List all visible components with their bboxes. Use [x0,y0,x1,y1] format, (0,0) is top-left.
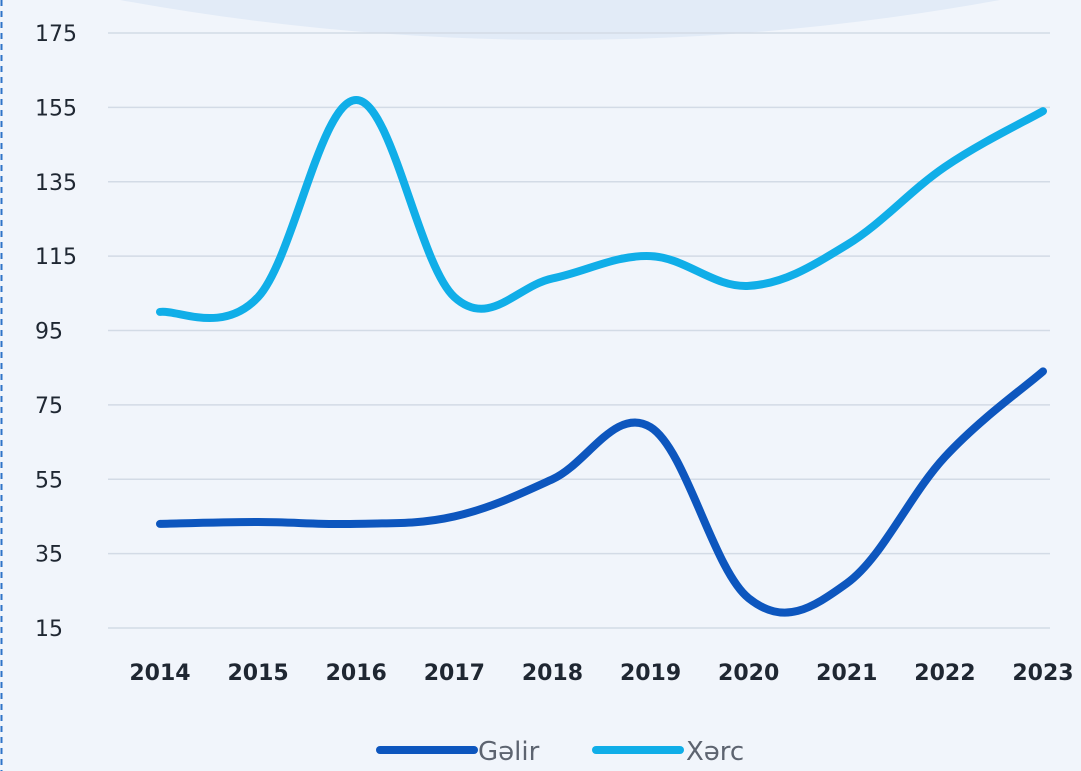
y-tick-label: 135 [35,171,77,196]
legend-label: Xərc [686,737,744,767]
x-tick-label: 2014 [129,661,190,686]
x-tick-label: 2023 [1012,661,1073,686]
series-line-xerc [156,95,1047,323]
legend: Gəlir Xərc [376,737,744,767]
x-tick-label: 2020 [718,661,779,686]
x-tick-label: 2016 [326,661,387,686]
y-tick-label: 15 [35,617,63,642]
y-tick-label: 115 [35,245,77,270]
background-arc [120,0,1000,40]
y-tick-label: 175 [35,22,77,47]
series-line-galir [156,367,1047,617]
grid-lines [108,32,1050,629]
y-tick-label: 95 [35,320,63,345]
x-tick-label: 2021 [816,661,877,686]
series-lines [156,95,1047,617]
y-tick-label: 55 [35,468,63,493]
y-tick-label: 75 [35,394,63,419]
x-tick-label: 2018 [522,661,583,686]
y-tick-label: 35 [35,543,63,568]
x-tick-label: 2019 [620,661,681,686]
x-tick-label: 2022 [914,661,975,686]
x-tick-label: 2017 [424,661,485,686]
y-axis-ticks: 15 35 55 75 95 115 135 155 175 [35,22,77,642]
y-tick-label: 155 [35,96,77,121]
x-axis-ticks: 2014 2015 2016 2017 2018 2019 2020 2021 2022 2023 [129,661,1073,686]
legend-label: Gəlir [478,737,540,767]
x-tick-label: 2015 [227,661,288,686]
